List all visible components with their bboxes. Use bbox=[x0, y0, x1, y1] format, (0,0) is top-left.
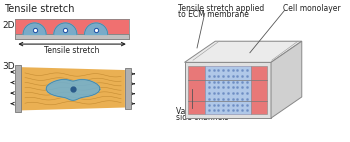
Text: Tensile stretch: Tensile stretch bbox=[44, 46, 100, 55]
Text: Tensile stretch: Tensile stretch bbox=[4, 4, 74, 14]
Text: Cell monolayer: Cell monolayer bbox=[282, 4, 340, 13]
Polygon shape bbox=[15, 65, 21, 112]
Text: Vacuum in: Vacuum in bbox=[176, 106, 216, 116]
Polygon shape bbox=[85, 23, 108, 35]
Polygon shape bbox=[54, 23, 77, 35]
Polygon shape bbox=[46, 80, 100, 100]
Bar bbox=[15, 35, 129, 39]
Polygon shape bbox=[125, 68, 131, 109]
Polygon shape bbox=[205, 66, 251, 114]
Polygon shape bbox=[23, 23, 46, 35]
Polygon shape bbox=[184, 41, 302, 62]
Polygon shape bbox=[188, 66, 205, 114]
Polygon shape bbox=[251, 66, 267, 114]
Polygon shape bbox=[271, 41, 302, 118]
Polygon shape bbox=[21, 67, 125, 110]
Text: Tensile stretch applied: Tensile stretch applied bbox=[178, 4, 264, 13]
Polygon shape bbox=[184, 62, 271, 118]
Text: 3D: 3D bbox=[2, 62, 15, 71]
Polygon shape bbox=[219, 41, 298, 93]
Text: to ECM membrane: to ECM membrane bbox=[178, 11, 248, 19]
Bar bbox=[15, 19, 129, 35]
Text: side channels: side channels bbox=[176, 113, 228, 122]
Text: 2D: 2D bbox=[2, 21, 14, 30]
